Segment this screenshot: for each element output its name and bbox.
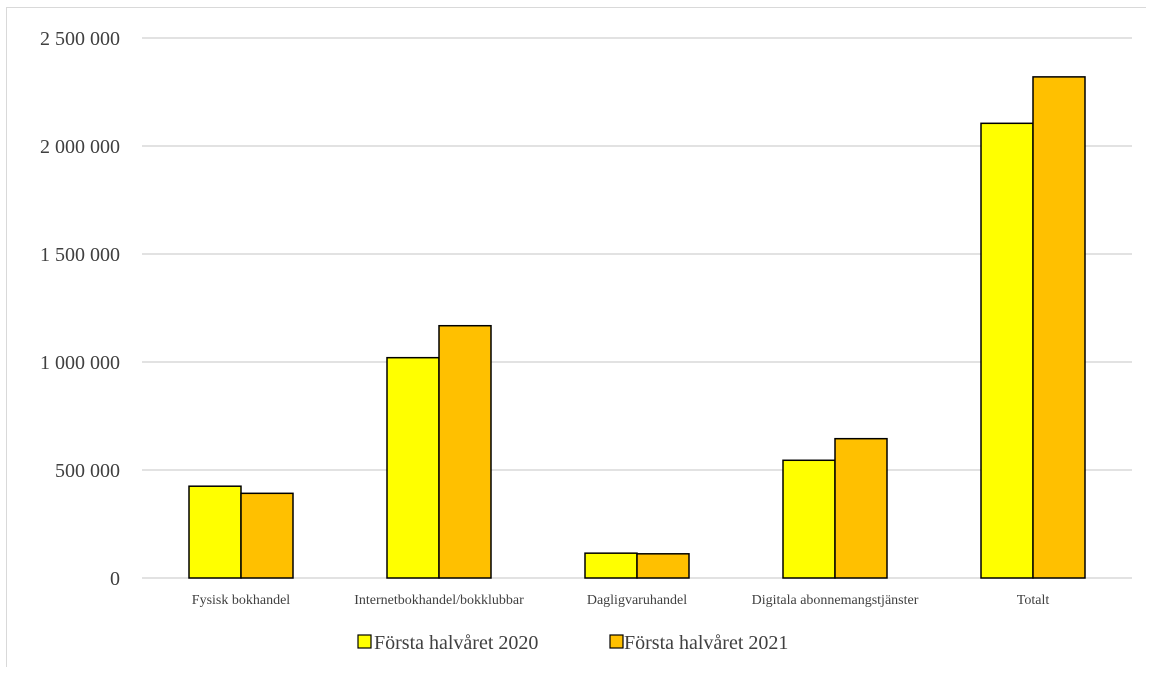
legend-label-2: Första halvåret 2021: [624, 632, 788, 654]
y-tick-label: 2 000 000: [40, 136, 120, 158]
bar-1-3: [584, 552, 638, 579]
bar-1-2: [386, 356, 440, 579]
bar-1-1: [188, 485, 242, 579]
y-tick-label: 1 500 000: [40, 244, 120, 266]
bar-1-4: [782, 459, 836, 579]
x-category-label: Totalt: [1017, 593, 1050, 608]
legend-swatch-1: [357, 634, 372, 649]
bar-2-5: [1032, 76, 1086, 579]
bar-1-5: [980, 122, 1034, 579]
y-tick-label: 1 000 000: [40, 352, 120, 374]
y-tick-label: 0: [110, 568, 120, 590]
chart-frame: [6, 7, 1146, 667]
y-axis-ticks: 0 500 000 1 000 000 1 500 000 2 000 000 2 500…: [40, 28, 120, 590]
x-category-label: Fysisk bokhandel: [192, 593, 291, 608]
bar-2-4: [834, 437, 888, 579]
bar-2-1: [240, 492, 294, 579]
x-axis-categories: Fysisk bokhandel Internetbokhandel/bokklu…: [192, 593, 1050, 608]
bar-2-2: [438, 324, 492, 579]
x-category-label: Dagligvaruhandel: [587, 593, 687, 608]
x-category-label: Digitala abonnemangstjänster: [752, 593, 919, 608]
legend-swatch-2: [609, 634, 624, 649]
legend-label-1: Första halvåret 2020: [374, 632, 538, 654]
bars: [188, 76, 1086, 579]
y-tick-label: 500 000: [55, 460, 120, 482]
x-category-label: Internetbokhandel/bokklubbar: [354, 593, 524, 608]
y-tick-label: 2 500 000: [40, 28, 120, 50]
bar-2-3: [636, 553, 690, 579]
legend: Första halvåret 2020 Första halvåret 2021: [357, 632, 788, 654]
